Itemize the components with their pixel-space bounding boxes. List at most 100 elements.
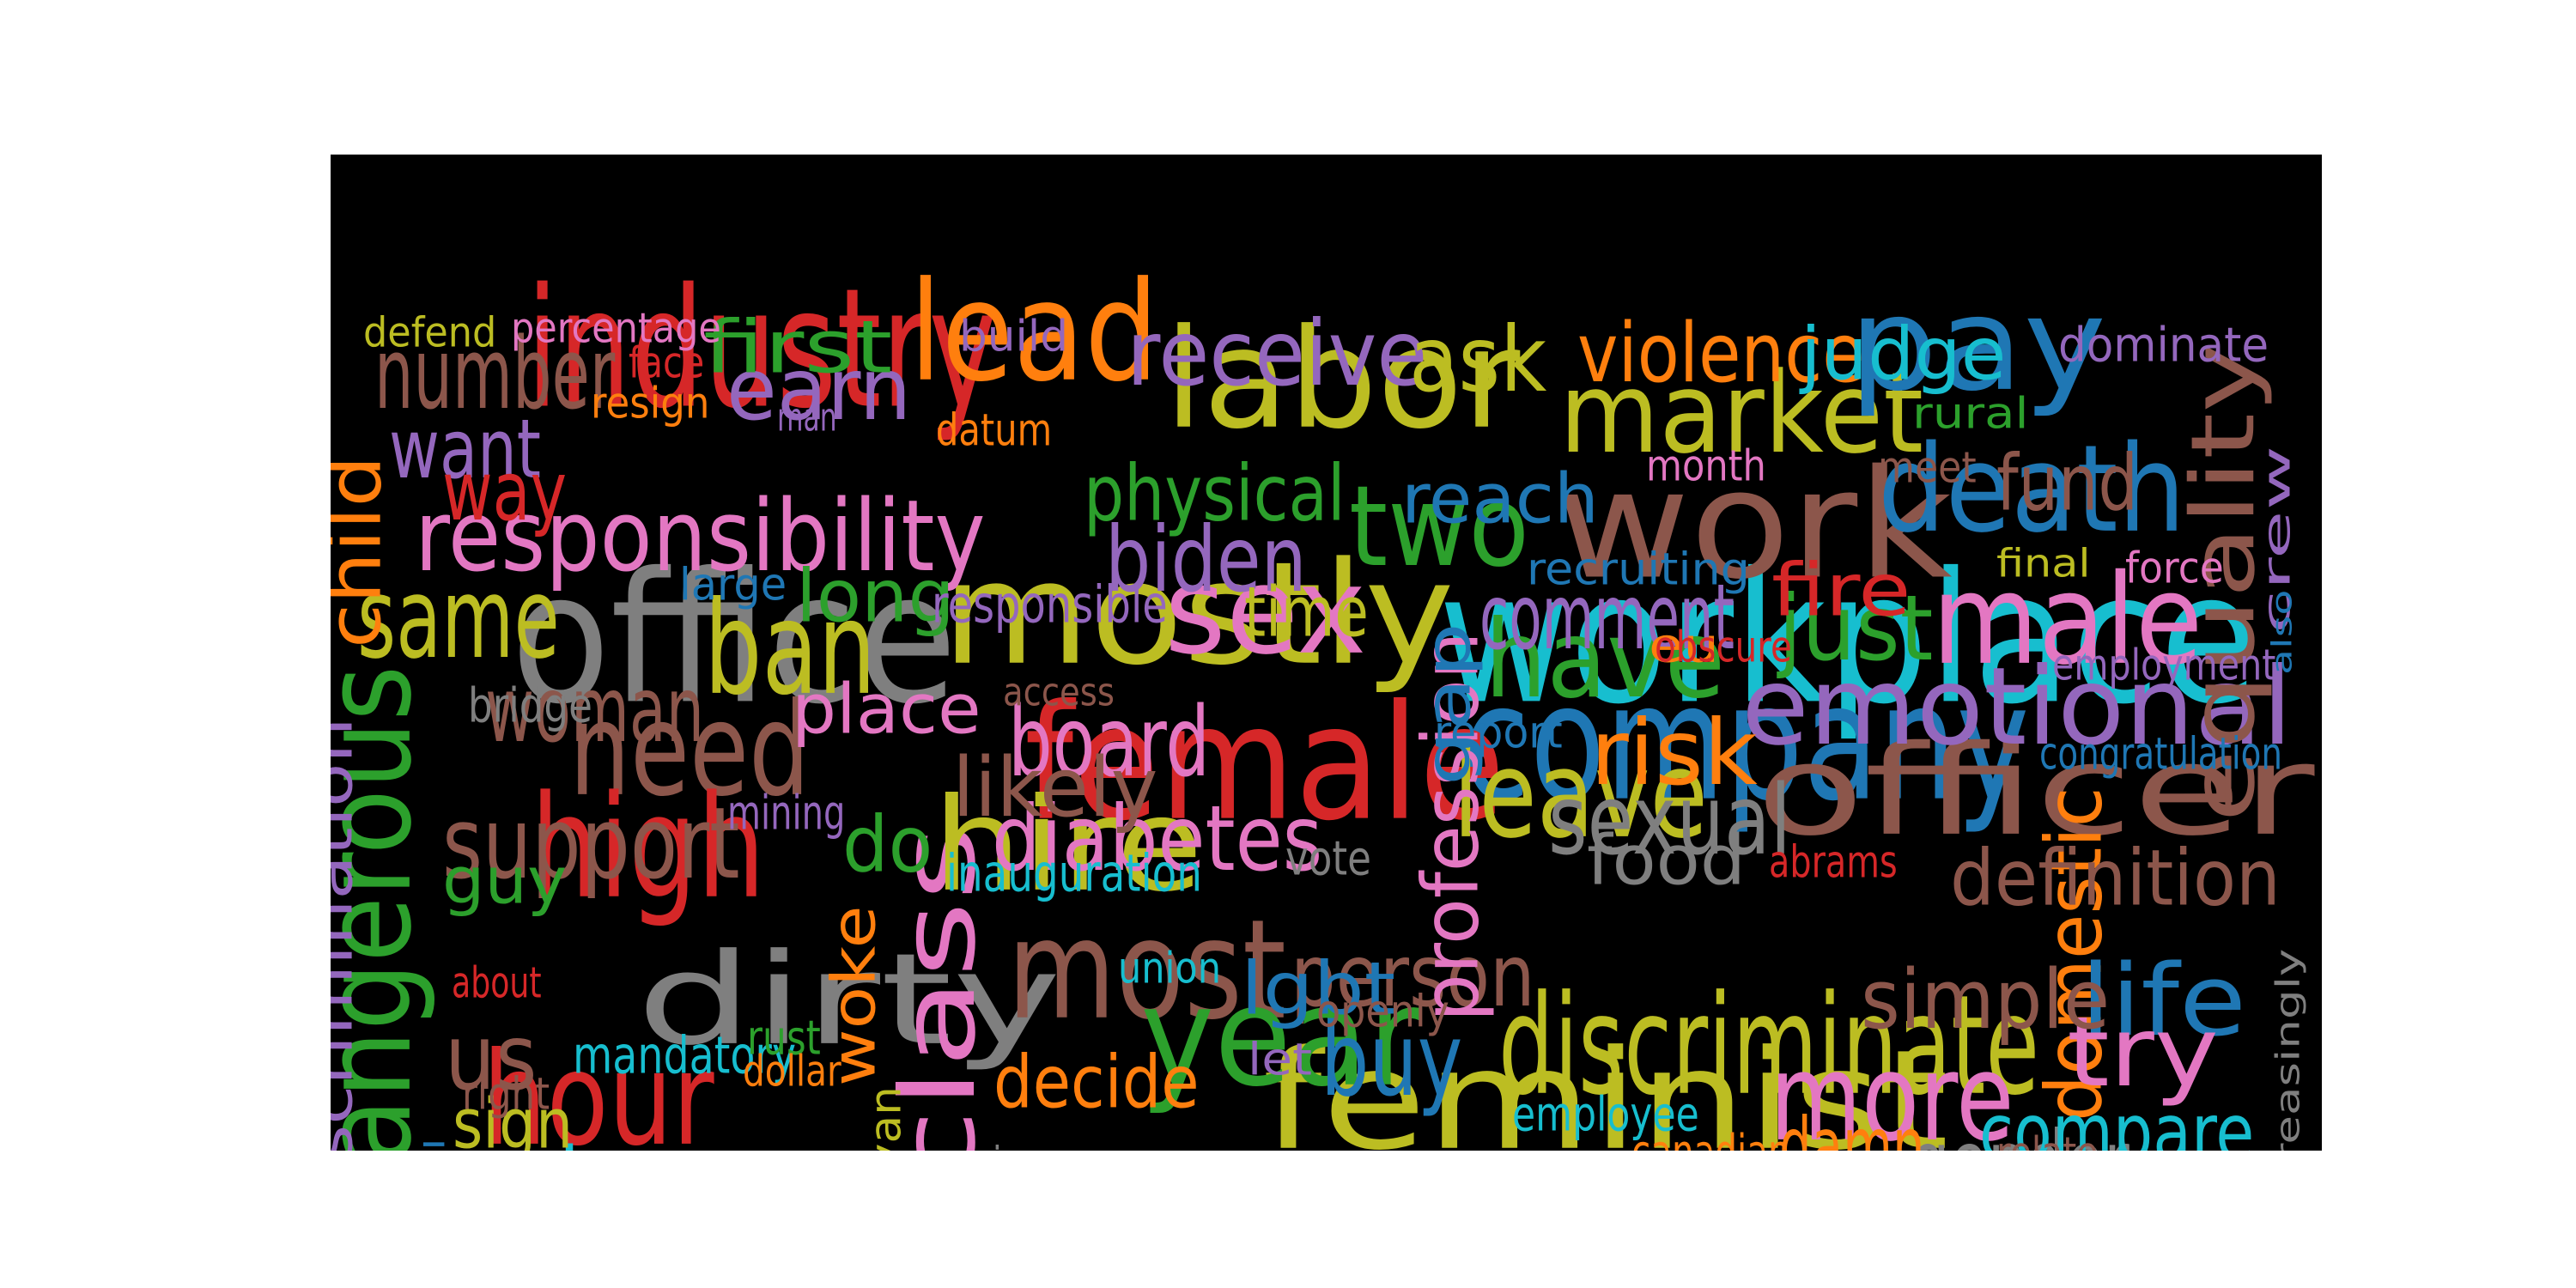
word-ryan: ryan [860,1086,912,1151]
word-company: company [1462,649,2030,836]
word-physical: physical [1084,448,1346,539]
word-month: month [1646,440,1766,492]
word-report: report [1434,706,1563,759]
word-ask: ask [1409,307,1547,413]
word-idpol: idpol [420,1139,452,1151]
word-recruiting: recruiting [1527,543,1750,596]
word-discriminate: discriminate [1498,965,2040,1126]
word-feminist: feminist [1262,1020,1949,1151]
word-long: long [796,554,955,640]
word-likely: likely [952,740,1158,836]
word-congratulation: congratulation [2039,727,2283,781]
word-meet: meet [1878,442,1977,494]
word-lose: lose [558,1135,721,1151]
word-canadian: canadian [1631,1129,1790,1151]
word-death: death [1878,420,2186,560]
word-high: high [531,765,766,931]
word-face: face [629,337,705,389]
word-most: most [1007,890,1286,1050]
word-responsibility: responsibility [415,478,986,594]
word-lead: lead [909,252,1159,412]
word-gap: gap [1413,623,1485,786]
word-support: support [442,786,740,902]
word-market: market [1559,349,1924,479]
word-risk: risk [1590,700,1758,806]
word-rust: rust [747,1011,821,1066]
word-dominate: dominate [2058,318,2269,374]
word-ban: ban [704,573,877,724]
word-sign: sign [453,1083,574,1151]
word-reach: reach [1401,458,1599,539]
word-time: time [1244,571,1369,653]
word-defend: defend [363,307,497,357]
word-man: man [777,395,837,441]
word-inauguration: inauguration [946,843,1202,904]
word-office: office [511,534,957,744]
word-simple: simple [1861,952,2111,1048]
word-lgbt: lgbt [1241,946,1396,1032]
word-us: us [445,1005,538,1111]
word-way: way [442,444,568,540]
word-large: large [679,558,787,611]
word-vote: vote [1285,831,1371,887]
word-industry: industry [526,252,997,445]
word-do: do [842,799,933,890]
word-want: want [389,402,542,498]
word-male: male [1932,547,2203,693]
word-definition: definition [1950,833,2281,924]
word-same: same [357,554,560,684]
word-openly: openly [1316,985,1449,1038]
word-have: have [1485,598,1725,723]
word-child: child [331,455,398,648]
word-board: board [1008,686,1211,799]
word-life: life [2081,943,2247,1059]
word-build: build [959,311,1069,362]
word-woman: woman [485,657,705,763]
word-workplace: workplace [1438,534,2259,744]
word-person: person [1291,927,1535,1027]
word-comment: comment [1479,564,1735,671]
word-need: need [569,674,811,825]
word-labor: labor [1164,299,1521,459]
word-earn: earn [726,340,912,440]
word-biden: biden [1105,507,1307,613]
word-food: food [1587,819,1746,901]
word-dirty: dirty [636,927,1062,1074]
word-decide: decide [993,1040,1200,1126]
word-violence: violence [1577,306,1865,402]
word-access: access [1003,670,1115,716]
word-increasingly: increasingly [2269,948,2308,1151]
word-abrams: abrams [1769,835,1898,889]
word-rural: rural [1912,388,2029,440]
word-fund: fund [1996,438,2138,529]
word-eu: eu [1649,618,1719,674]
word-compare: compare [1979,1087,2255,1151]
word-force: force [2125,543,2224,594]
word-resign: resign [591,378,710,429]
word-mandatory: mandatory [573,1025,797,1086]
word-emotional: emotional [1741,645,2293,770]
word-hire: hire [933,769,1203,920]
word-gender: gender [1911,1120,2129,1151]
word-mostly: mostly [942,532,1455,697]
word-diabetes: diabetes [992,786,1323,892]
word-employment: employment [2052,640,2276,691]
word-mining: mining [727,786,846,841]
word-right: right [462,1067,550,1121]
word-try: try [2067,996,2219,1109]
word-guy: guy [442,842,568,919]
word-dollar: dollar [743,1046,841,1097]
word-hour: hour [483,1024,714,1151]
word-datum: datum [936,404,1053,457]
word-about: about [452,957,542,1009]
word-just: just [1778,575,1934,682]
word-more: more [1770,1029,2014,1151]
word-relate: relate [1996,1132,2098,1151]
word-leave: leave [1453,726,1708,866]
word-sex: sex [1164,542,1367,682]
word-place: place [792,668,981,750]
word-fire: fire [1771,548,1911,634]
word-sexual: sexual [1548,764,1791,877]
word-buy: buy [1321,1001,1463,1120]
word-percentage: percentage [511,303,721,353]
